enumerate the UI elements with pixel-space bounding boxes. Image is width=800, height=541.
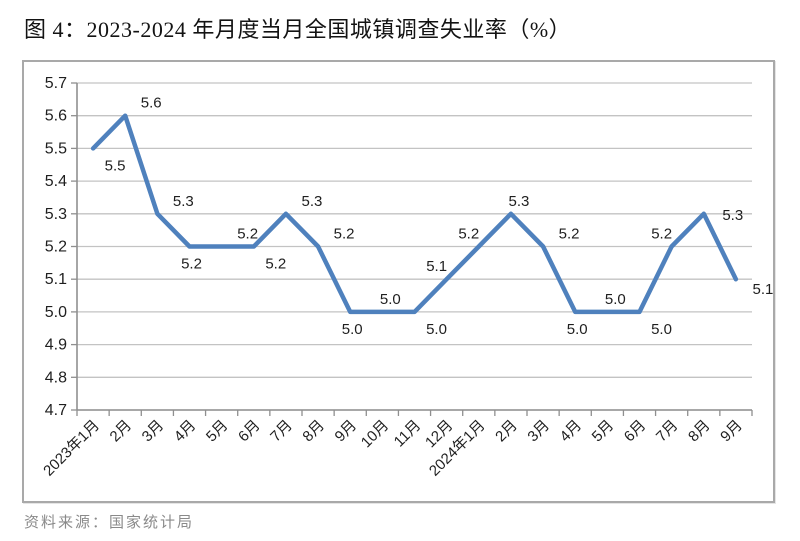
data-label: 5.2 [458, 226, 479, 243]
x-tick-label: 2月 [492, 417, 521, 446]
x-axis-ticks [76, 410, 753, 416]
data-label: 5.2 [237, 226, 258, 243]
y-tick-label: 5.3 [45, 206, 67, 223]
x-tick-label: 8月 [299, 417, 328, 446]
x-tick-label: 7月 [267, 417, 296, 446]
data-label: 5.0 [380, 291, 401, 308]
x-tick-label: 6月 [235, 417, 264, 446]
data-label: 5.0 [605, 291, 626, 308]
x-tick-label: 7月 [653, 417, 682, 446]
x-tick-label: 8月 [685, 417, 714, 446]
x-tick-label: 10月 [358, 417, 392, 451]
x-tick-label: 9月 [332, 417, 361, 446]
data-label: 5.2 [559, 226, 580, 243]
data-label: 5.2 [651, 226, 672, 243]
chart-title: 图 4：2023-2024 年月度当月全国城镇调查失业率（%） [24, 17, 572, 42]
data-label: 5.2 [265, 256, 286, 273]
data-label: 5.2 [181, 256, 202, 273]
x-tick-label: 5月 [203, 417, 232, 446]
data-label: 5.5 [105, 157, 126, 174]
x-tick-label: 5月 [589, 417, 618, 446]
x-tick-label: 4月 [171, 417, 200, 446]
x-tick-label: 9月 [717, 417, 746, 446]
data-label: 5.0 [342, 321, 363, 338]
unemployment-line-chart: 5.7 5.6 5.5 5.4 5.3 5.2 5.1 5.0 4.9 4.8 4.72023年1月… [40, 75, 773, 480]
data-label: 5.0 [651, 321, 672, 338]
y-tick-label: 5.4 [45, 173, 67, 190]
x-tick-label: 11月 [391, 417, 425, 451]
source-note: 资料来源：国家统计局 [24, 515, 195, 531]
y-tick-label: 4.9 [45, 337, 67, 354]
unemployment-rate-line [90, 113, 739, 315]
series-line [90, 113, 739, 315]
y-gridlines [77, 82, 752, 411]
x-tick-label: 4月 [557, 417, 586, 446]
y-tick-label: 5.5 [45, 140, 67, 157]
data-label: 5.3 [173, 193, 194, 210]
x-tick-label: 2023年1月 [40, 417, 103, 480]
chart-container: 5.7 5.6 5.5 5.4 5.3 5.2 5.1 5.0 4.9 4.8 4.7 2023年1月… [22, 60, 775, 503]
y-tick-label: 4.7 [45, 402, 67, 419]
data-label: 5.2 [334, 226, 355, 243]
y-tick-label: 5.6 [45, 108, 67, 125]
data-label: 5.3 [508, 193, 529, 210]
x-tick-label: 3月 [139, 417, 168, 446]
x-tick-label: 6月 [621, 417, 650, 446]
data-label: 5.0 [567, 321, 588, 338]
y-tick-label: 4.8 [45, 369, 67, 386]
y-tick-label: 5.2 [45, 239, 67, 256]
data-label: 5.0 [426, 321, 447, 338]
axes [76, 83, 752, 411]
y-tick-label: 5.1 [45, 271, 67, 288]
data-label: 5.3 [301, 193, 322, 210]
data-label: 5.1 [426, 258, 447, 275]
data-label: 5.3 [722, 207, 743, 224]
data-labels: 5.5 5.6 5.3 5.2 5.2 5.2 5.3 5.2 5.0 5.0 5.0 5.1 5.2 5… [105, 95, 773, 338]
data-label: 5.1 [752, 281, 773, 298]
y-tick-label: 5.0 [45, 304, 67, 321]
x-tick-label: 2月 [107, 417, 136, 446]
y-axis-ticks [71, 82, 77, 411]
y-axis-labels: 5.7 5.6 5.5 5.4 5.3 5.2 5.1 5.0 4.9 4.8 4.7 [45, 75, 67, 419]
data-label: 5.6 [141, 95, 162, 112]
y-tick-label: 5.7 [45, 75, 67, 92]
x-tick-label: 3月 [524, 417, 553, 446]
